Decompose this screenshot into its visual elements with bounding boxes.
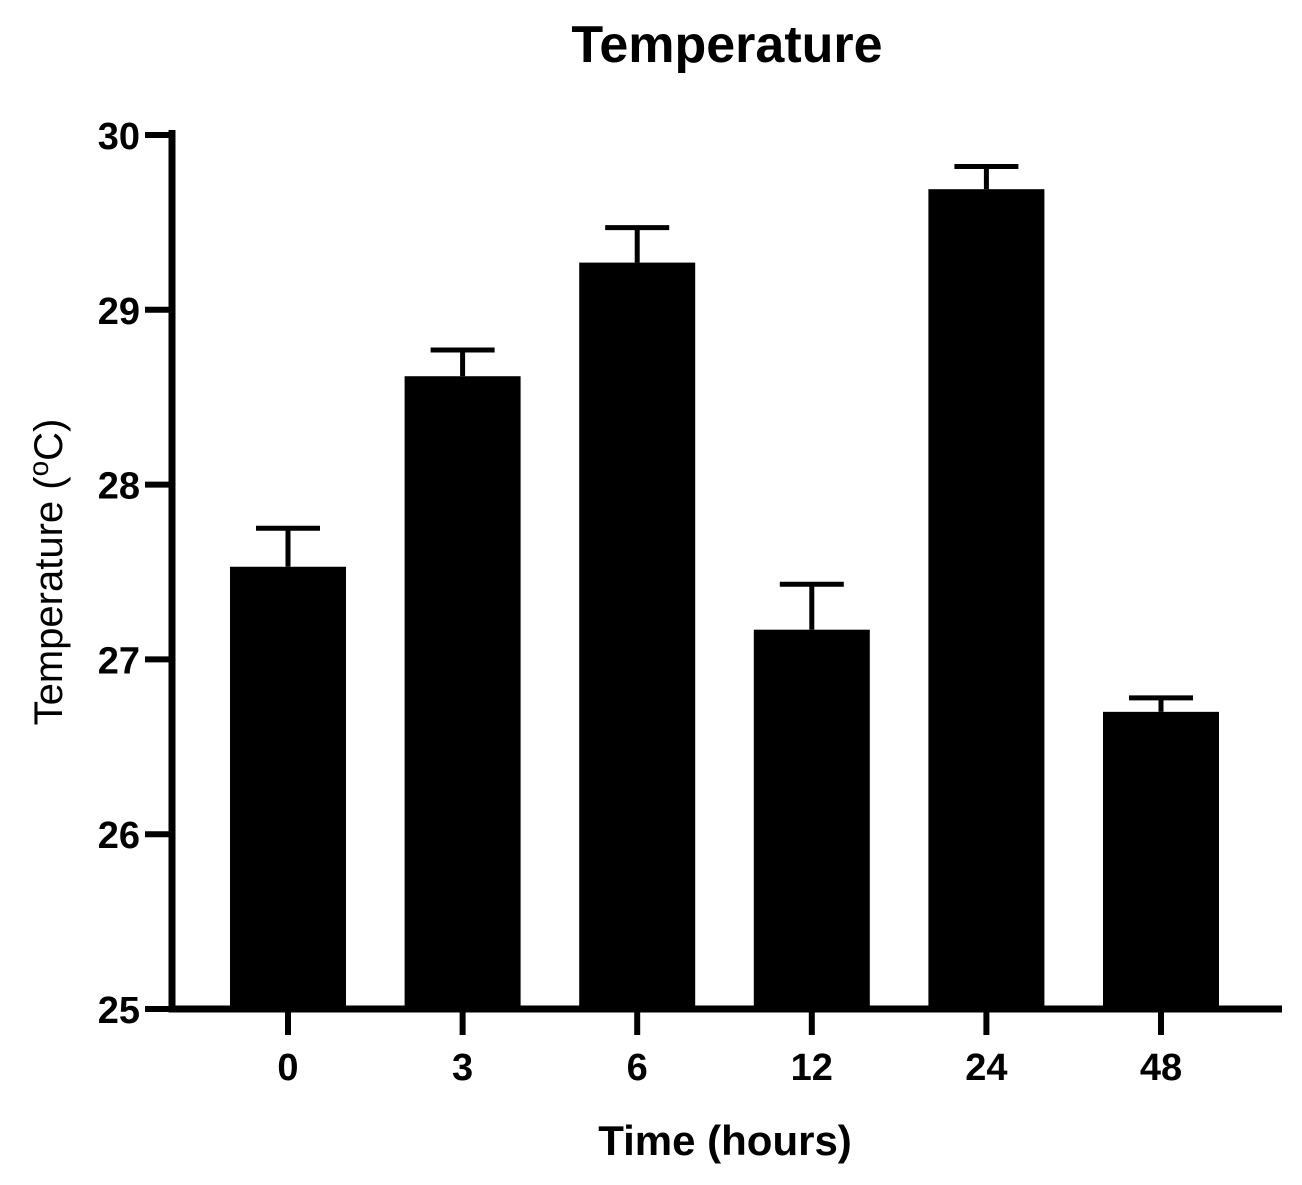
chart-title: Temperature xyxy=(571,16,882,74)
bar xyxy=(404,376,521,1009)
y-axis-label-suffix: C) xyxy=(27,419,71,461)
x-tick-label: 3 xyxy=(452,1047,473,1089)
bar xyxy=(753,629,870,1009)
bar xyxy=(928,189,1045,1010)
x-tick-label: 6 xyxy=(627,1047,648,1089)
x-tick-label: 48 xyxy=(1140,1047,1182,1089)
bar xyxy=(579,262,696,1009)
y-axis-label: Temperature (oC) xyxy=(23,419,71,726)
y-axis-label-prefix: Temperature ( xyxy=(27,476,71,726)
x-axis-label: Time (hours) xyxy=(598,1117,852,1164)
x-tick-label: 0 xyxy=(277,1047,298,1089)
y-tick-label: 27 xyxy=(98,640,140,682)
x-axis-ticks: 0 3 6 12 24 48 xyxy=(277,1009,1182,1089)
y-tick-label: 25 xyxy=(98,990,140,1032)
x-tick-label: 12 xyxy=(791,1047,833,1089)
y-tick-label: 26 xyxy=(98,815,140,857)
bar xyxy=(1103,711,1219,1009)
bar xyxy=(230,566,346,1009)
error-bars-group xyxy=(256,163,1193,712)
y-tick-label: 29 xyxy=(98,291,140,333)
y-axis-ticks: 25 26 27 28 29 30 xyxy=(98,116,172,1032)
x-tick-label: 24 xyxy=(965,1047,1007,1089)
y-tick-label: 28 xyxy=(98,466,140,508)
bars-group xyxy=(230,189,1219,1010)
y-tick-label: 30 xyxy=(98,116,140,158)
y-axis-label-superscript: o xyxy=(23,461,54,477)
